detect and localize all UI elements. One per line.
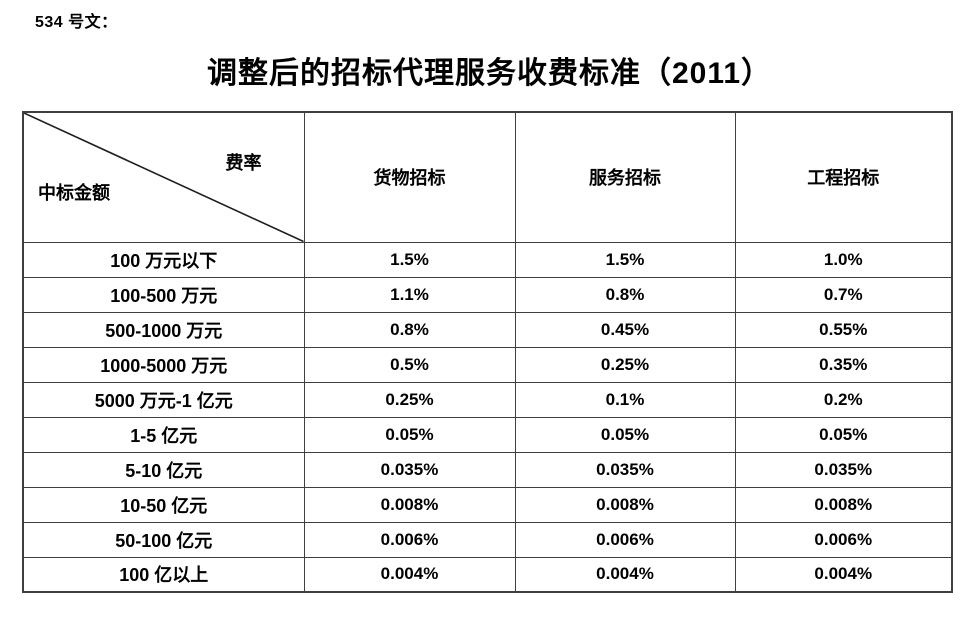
col-header-engineering-bidding: 工程招标 (734, 111, 953, 243)
rate-cell: 0.8% (303, 311, 516, 348)
row-label: 100-500 万元 (22, 276, 305, 313)
rate-cell: 0.004% (303, 556, 516, 593)
rate-cell: 0.006% (514, 521, 736, 558)
table-row: 5000 万元-1 亿元 0.25% 0.1% 0.2% (22, 381, 953, 418)
corner-label-amount: 中标金额 (38, 183, 110, 203)
fee-table: 费率 中标金额 货物招标 服务招标 工程招标 100 万元以下 1.5% 1.5… (22, 111, 953, 593)
rate-cell: 0.006% (303, 521, 516, 558)
rate-cell: 0.008% (734, 486, 953, 523)
table-row: 100 亿以上 0.004% 0.004% 0.004% (22, 556, 953, 593)
row-label: 50-100 亿元 (22, 521, 305, 558)
rate-cell: 1.1% (303, 276, 516, 313)
col-header-goods-bidding: 货物招标 (303, 111, 516, 243)
rate-cell: 0.035% (734, 451, 953, 488)
row-label: 1-5 亿元 (22, 416, 305, 453)
rate-cell: 0.25% (303, 381, 516, 418)
rate-cell: 0.006% (734, 521, 953, 558)
rate-cell: 0.45% (514, 311, 736, 348)
rate-cell: 0.7% (734, 276, 953, 313)
table-row: 1000-5000 万元 0.5% 0.25% 0.35% (22, 346, 953, 383)
rate-cell: 0.035% (514, 451, 736, 488)
diagonal-divider-line (24, 113, 304, 242)
table-row: 10-50 亿元 0.008% 0.008% 0.008% (22, 486, 953, 523)
row-label: 5000 万元-1 亿元 (22, 381, 305, 418)
rate-cell: 0.004% (514, 556, 736, 593)
rate-cell: 0.008% (514, 486, 736, 523)
table-row: 100 万元以下 1.5% 1.5% 1.0% (22, 241, 953, 278)
rate-cell: 1.5% (303, 241, 516, 278)
table-row: 1-5 亿元 0.05% 0.05% 0.05% (22, 416, 953, 453)
rate-cell: 0.2% (734, 381, 953, 418)
row-label: 10-50 亿元 (22, 486, 305, 523)
rate-cell: 0.25% (514, 346, 736, 383)
rate-cell: 0.004% (734, 556, 953, 593)
page-title: 调整后的招标代理服务收费标准（2011） (206, 57, 773, 90)
rate-cell: 1.5% (514, 241, 736, 278)
row-label: 100 万元以下 (22, 241, 305, 278)
header-row: 费率 中标金额 货物招标 服务招标 工程招标 (22, 111, 953, 243)
row-label: 500-1000 万元 (22, 311, 305, 348)
table-row: 50-100 亿元 0.006% 0.006% 0.006% (22, 521, 953, 558)
rate-cell: 0.05% (734, 416, 953, 453)
doc-number: 534 号文： (35, 14, 118, 31)
rate-cell: 0.1% (514, 381, 736, 418)
table-row: 100-500 万元 1.1% 0.8% 0.7% (22, 276, 953, 313)
rate-cell: 0.05% (303, 416, 516, 453)
col-header-service-bidding: 服务招标 (514, 111, 736, 243)
rate-cell: 0.8% (514, 276, 736, 313)
row-label: 100 亿以上 (22, 556, 305, 593)
table-row: 500-1000 万元 0.8% 0.45% 0.55% (22, 311, 953, 348)
row-label: 1000-5000 万元 (22, 346, 305, 383)
rate-cell: 0.5% (303, 346, 516, 383)
corner-label-rate: 费率 (225, 153, 262, 173)
row-label: 5-10 亿元 (22, 451, 305, 488)
table-row: 5-10 亿元 0.035% 0.035% 0.035% (22, 451, 953, 488)
rate-cell: 0.35% (734, 346, 953, 383)
rate-cell: 0.035% (303, 451, 516, 488)
rate-cell: 0.55% (734, 311, 953, 348)
rate-cell: 0.05% (514, 416, 736, 453)
rate-cell: 1.0% (734, 241, 953, 278)
corner-cell: 费率 中标金额 (22, 111, 305, 243)
rate-cell: 0.008% (303, 486, 516, 523)
